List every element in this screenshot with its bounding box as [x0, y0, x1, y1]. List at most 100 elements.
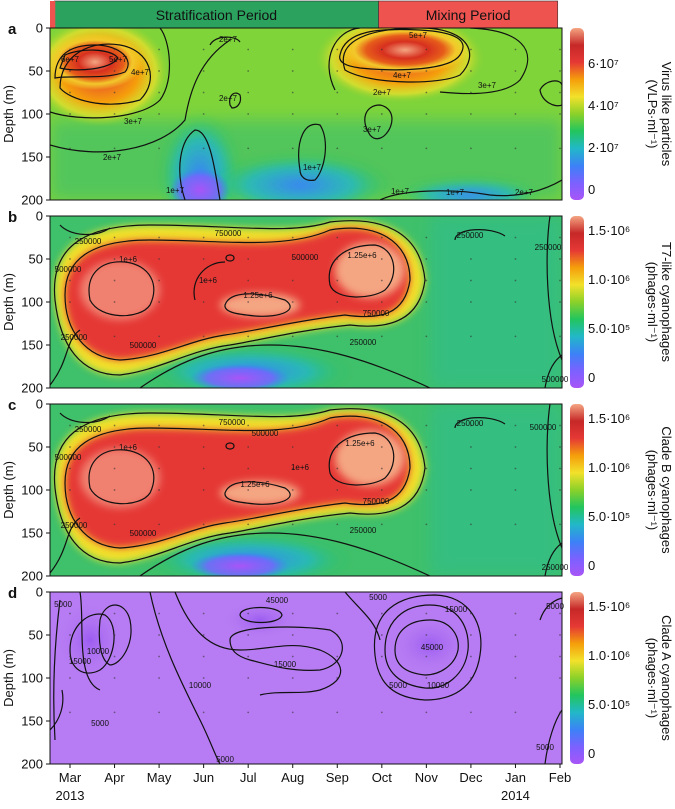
sample-dot — [514, 113, 517, 115]
sample-dot — [158, 113, 160, 115]
sample-dot — [380, 655, 383, 658]
sample-dot — [202, 655, 205, 658]
sample-dot — [470, 70, 472, 72]
sample-dot — [425, 424, 428, 427]
panel-d-contour — [384, 604, 469, 689]
y-tick-label: 100 — [21, 483, 43, 498]
contour-label: 250000 — [542, 563, 569, 572]
sample-dot — [380, 446, 383, 448]
sample-dot — [559, 612, 561, 615]
sample-dot — [247, 523, 250, 526]
panel-d-contour — [344, 592, 381, 641]
colorbar-unit: (phages·ml⁻¹) — [645, 262, 660, 343]
sample-dot — [113, 147, 116, 150]
panel-b-contour — [454, 229, 506, 241]
sample-dot — [336, 655, 339, 658]
sample-dot — [247, 147, 250, 150]
panel-d-contour — [373, 594, 482, 701]
x-tick-label: Jul — [240, 770, 257, 785]
panel-d-contour — [229, 626, 343, 671]
sample-dot — [247, 655, 250, 658]
sample-dot — [113, 279, 116, 282]
panel-d-contour — [98, 604, 132, 666]
panel-b-contour — [328, 244, 395, 298]
x-tick-label: Jun — [193, 770, 214, 785]
panel-c-contour — [59, 412, 111, 423]
sample-dot — [202, 48, 205, 51]
sample-dot — [291, 655, 294, 658]
contour-label: 500000 — [292, 253, 319, 262]
sample-dot — [69, 467, 71, 470]
panel-d-contour — [149, 592, 221, 764]
colorbar-tick-label: 1.0·10⁶ — [588, 460, 630, 475]
sample-dot — [202, 446, 205, 448]
panel-b-contour — [139, 344, 431, 388]
contour-label: 1e+7 — [446, 188, 465, 197]
sample-dot — [514, 677, 517, 679]
panel-b-hotspot — [335, 242, 405, 298]
sample-dot — [113, 655, 116, 658]
sample-dot — [559, 258, 561, 260]
sample-dot — [247, 711, 250, 714]
contour-label: 5000 — [369, 593, 387, 602]
panel-d-contour — [394, 619, 459, 676]
sample-dot — [247, 634, 250, 636]
sample-dot — [380, 467, 383, 470]
sample-dot — [470, 236, 472, 239]
sample-dot — [514, 424, 517, 427]
sample-dot — [291, 301, 294, 303]
sample-dot — [158, 258, 160, 260]
sample-dot — [69, 113, 71, 115]
panel-c-hotspot — [80, 448, 160, 508]
x-tick-label: Mar — [59, 770, 82, 785]
sample-dot — [69, 424, 71, 427]
sample-dot — [69, 489, 71, 491]
panel-c-purple-area — [190, 552, 290, 576]
sample-dot — [559, 301, 561, 303]
sample-dot — [336, 523, 339, 526]
sample-dot — [247, 258, 250, 260]
colorbar-tick-label: 0 — [588, 746, 595, 761]
contour-label: 1.25e+6 — [240, 480, 270, 489]
sample-dot — [470, 91, 472, 94]
sample-dot — [158, 655, 160, 658]
sample-dot — [69, 711, 71, 714]
colorbar — [570, 404, 584, 576]
colorbar-tick-label: 0 — [588, 182, 595, 197]
panel-b-contour — [193, 261, 226, 301]
y-tick-label: 150 — [21, 150, 43, 165]
colorbars: 6·10⁷ 4·10⁷ 2·10⁷ 0 Virus like particles(VLP… — [570, 28, 674, 764]
sample-dot — [559, 236, 561, 239]
sample-dot — [291, 91, 294, 94]
x-tick-label: Dec — [459, 770, 483, 785]
contour-label: 2e+7 — [103, 153, 122, 162]
period-segment — [53, 0, 379, 29]
sample-dot — [514, 489, 517, 491]
y-tick-label: 50 — [29, 64, 43, 79]
panel-b-contour — [224, 293, 291, 317]
sample-dot — [425, 489, 428, 491]
y-tick-label: 0 — [36, 585, 43, 600]
sample-dot — [514, 335, 517, 338]
sample-dot — [202, 523, 205, 526]
period-label: Mixing Period — [426, 7, 511, 23]
panel-d-contour — [239, 606, 283, 624]
contour-label: 1.25e+6 — [243, 291, 273, 300]
sample-dot — [559, 489, 561, 491]
panel-b-purple-area — [190, 364, 290, 388]
sample-dot — [425, 279, 428, 282]
sample-dot — [425, 711, 428, 714]
contour-labels: 6e+7 5e+74e+73e+72e+72e+72e+71e+71e+71e+7… — [54, 31, 569, 764]
sample-dot — [202, 634, 205, 636]
panel-a-hotspot — [340, 28, 470, 74]
sample-dot — [202, 711, 205, 714]
sample-dot — [291, 335, 294, 338]
sample-dot — [291, 424, 294, 427]
colorbar — [570, 216, 584, 388]
panel-c-red-region — [65, 416, 410, 548]
sample-dot — [247, 489, 250, 491]
panel-b-contour — [64, 227, 411, 361]
panel-a-blue-area — [210, 155, 390, 200]
panel-a-contour — [364, 104, 393, 140]
sample-dot — [380, 677, 383, 679]
